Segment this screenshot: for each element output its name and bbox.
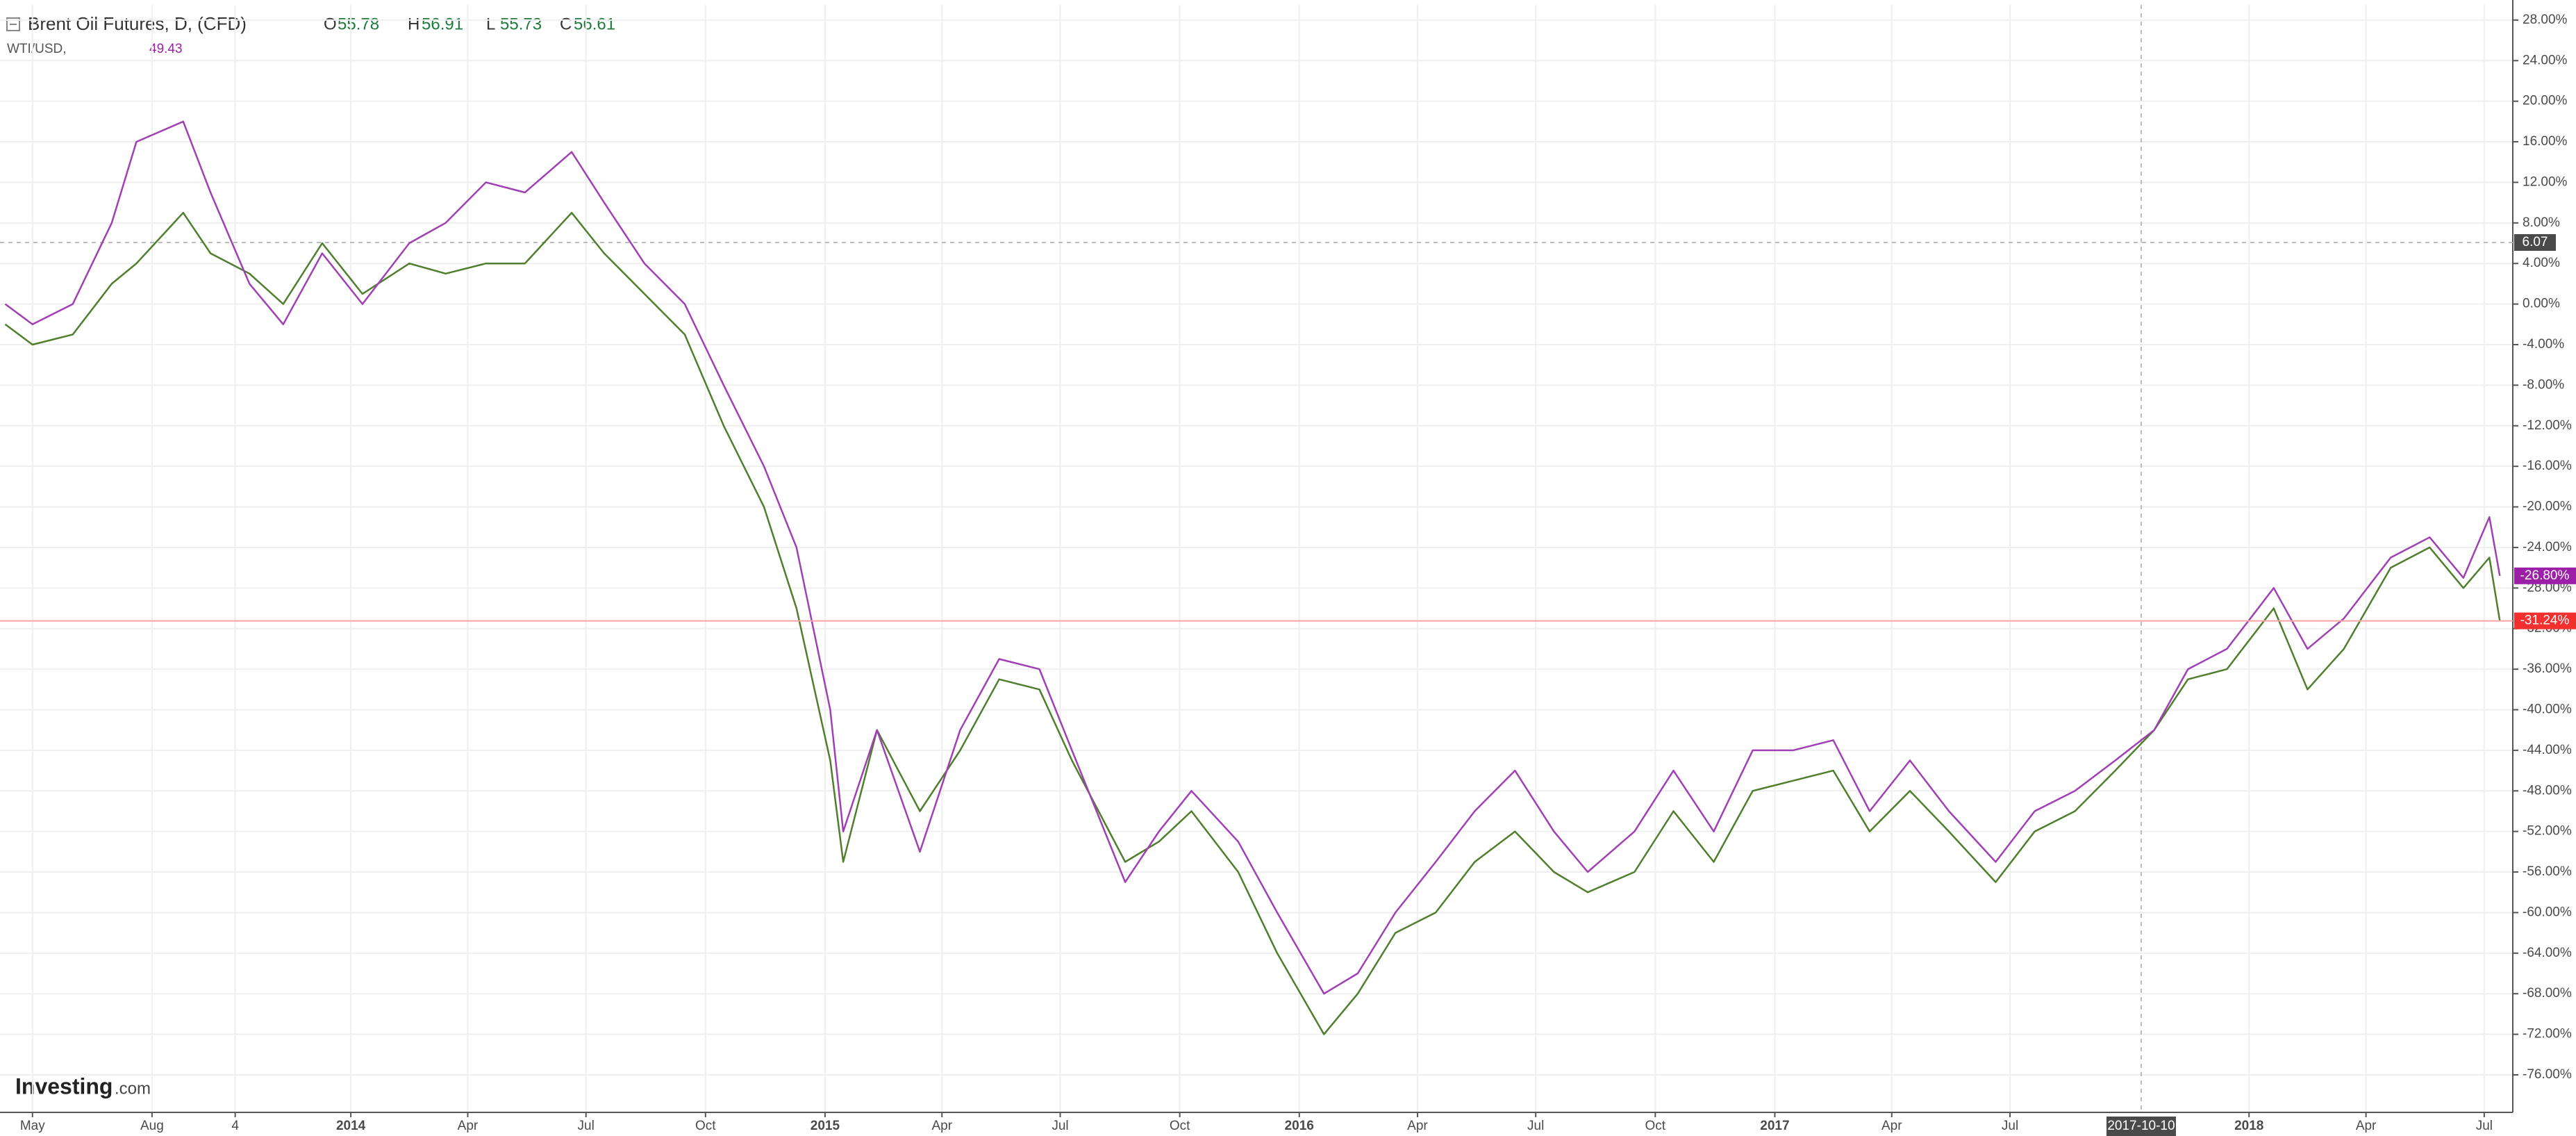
y-tick-label: -36.00% [2523, 661, 2572, 676]
y-tick-label: -44.00% [2523, 743, 2572, 757]
y-tick-label: -24.00% [2523, 540, 2572, 554]
y-tick-label: -60.00% [2523, 905, 2572, 919]
y-tick-label: -68.00% [2523, 986, 2572, 1001]
ohlc-value: 55.73 [500, 15, 542, 33]
x-tick-label: Jul [2002, 1119, 2018, 1133]
y-tick-label: -64.00% [2523, 946, 2572, 960]
crosshair-y-label: 6.07 [2523, 235, 2548, 249]
x-tick-label: 2017 [1760, 1119, 1789, 1133]
x-tick-label: Apr [1407, 1119, 1428, 1133]
logo-suffix: .com [115, 1079, 151, 1098]
compare-name: WTI/USD, [7, 42, 67, 56]
ohlc-label: C [560, 15, 572, 33]
y-tick-label: -12.00% [2523, 418, 2572, 433]
value-label: -31.24% [2520, 614, 2570, 628]
y-tick-label: 16.00% [2523, 134, 2568, 149]
y-tick-label: -72.00% [2523, 1027, 2572, 1042]
crosshair-x-box [2106, 1117, 2176, 1136]
ohlc-label: L [486, 15, 495, 33]
ohlc-value: 55.78 [338, 15, 379, 33]
y-tick-label: -8.00% [2523, 377, 2564, 392]
x-tick-label: Jul [1527, 1119, 1544, 1133]
ohlc-value: 56.91 [422, 15, 463, 33]
y-tick-label: -48.00% [2523, 783, 2572, 798]
crosshair-y-box [2514, 234, 2556, 252]
value-label: -26.80% [2520, 568, 2570, 583]
logo-brand: Investing [15, 1073, 113, 1098]
value-label-box [2514, 567, 2576, 584]
series-line [4, 120, 2501, 995]
y-tick-label: 24.00% [2523, 53, 2568, 67]
y-tick-label: -52.00% [2523, 824, 2572, 839]
y-tick-label: -76.00% [2523, 1067, 2572, 1082]
x-tick-label: Apr [458, 1119, 479, 1133]
x-tick-label: Jul [2476, 1119, 2493, 1133]
x-tick-label: 2015 [811, 1119, 840, 1133]
x-tick-label: 4 [231, 1119, 239, 1133]
x-tick-label: Jul [578, 1119, 595, 1133]
compare-value: 49.43 [149, 42, 183, 56]
x-tick-label: Oct [695, 1119, 716, 1133]
x-tick-label: 2014 [336, 1119, 366, 1133]
ohlc-value: 56.61 [574, 15, 615, 33]
y-tick-label: 4.00% [2523, 256, 2560, 270]
y-tick-label: 8.00% [2523, 215, 2560, 230]
y-tick-label: -4.00% [2523, 337, 2564, 352]
x-tick-label: Oct [1170, 1119, 1190, 1133]
x-tick-label: Apr [931, 1119, 952, 1133]
x-tick-label: Apr [2356, 1119, 2377, 1133]
x-tick-label: 2018 [2234, 1119, 2263, 1133]
y-tick-label: -16.00% [2523, 459, 2572, 473]
x-tick-label: Aug [140, 1119, 164, 1133]
y-tick-label: 20.00% [2523, 94, 2568, 108]
y-tick-label: 0.00% [2523, 297, 2560, 311]
crosshair-x-label: 2017-10-10 [2107, 1119, 2175, 1133]
x-tick-label: Jul [1052, 1119, 1068, 1133]
series-line [4, 211, 2501, 1035]
y-tick-label: -40.00% [2523, 702, 2572, 717]
x-tick-label: May [20, 1119, 45, 1133]
x-tick-label: Oct [1645, 1119, 1666, 1133]
chart-title: Brent Oil Futures, D, (CFD) [28, 13, 247, 34]
value-label-box [2514, 612, 2576, 629]
ohlc-label: H [408, 15, 419, 33]
collapse-icon[interactable] [6, 17, 20, 31]
y-tick-label: 28.00% [2523, 13, 2568, 27]
x-tick-label: Apr [1881, 1119, 1902, 1133]
x-tick-label: 2016 [1285, 1119, 1314, 1133]
y-tick-label: -56.00% [2523, 864, 2572, 879]
y-tick-label: 12.00% [2523, 174, 2568, 189]
y-tick-label: -20.00% [2523, 500, 2572, 514]
ohlc-label: O [324, 15, 337, 33]
